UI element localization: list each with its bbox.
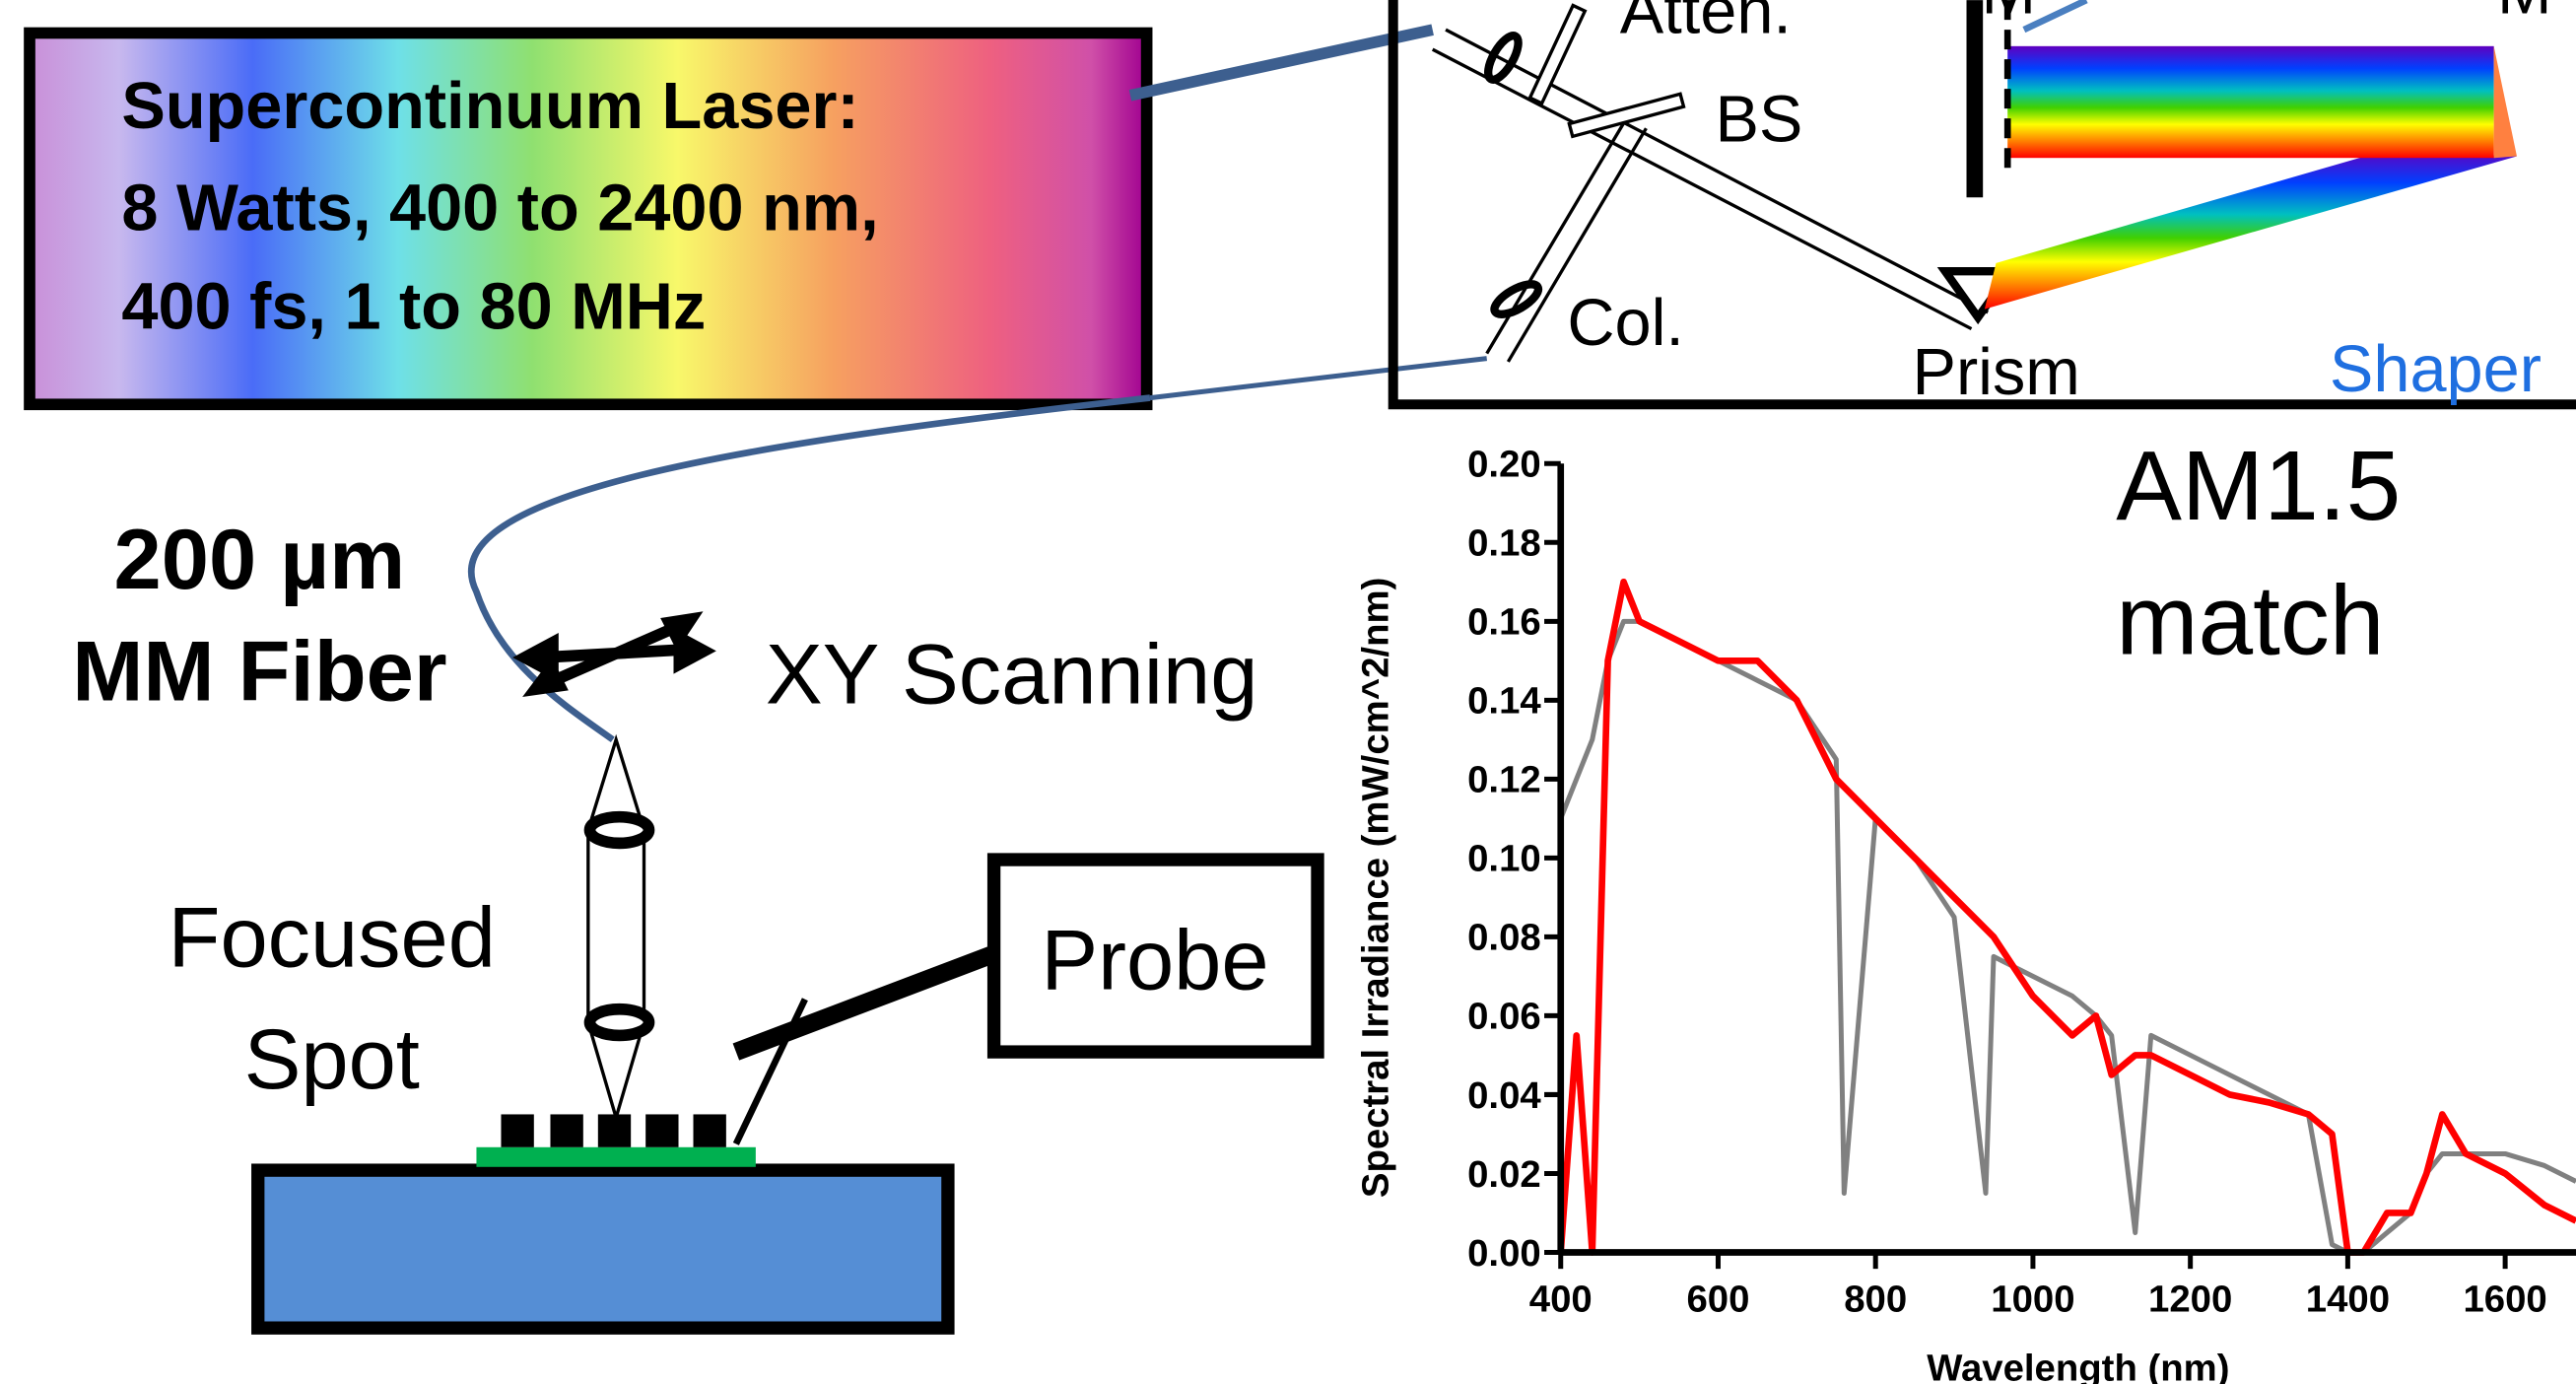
- y-tick-label: 0.14: [1467, 680, 1541, 723]
- data-line: [1561, 621, 2576, 1252]
- beam-splitter: [1569, 94, 1683, 136]
- objective: [588, 739, 649, 1117]
- label: Atten.: [1620, 0, 1792, 47]
- x-tick-label: 1000: [1991, 1278, 2074, 1320]
- match-label: match: [2116, 566, 2384, 676]
- probe-tip: [736, 1000, 805, 1144]
- y-axis-label: Spectral Irradiance (mW/cm^2/nm): [1355, 578, 1397, 1198]
- plot: 0.00 0.02 0.04 0.06 0.08 0.10 0.12 0.14 0.16 0.18…: [1467, 444, 2576, 1321]
- label: M: [2497, 0, 2552, 28]
- x-tick-label: 1200: [2148, 1278, 2232, 1320]
- y-tick-label: 0.10: [1467, 838, 1541, 880]
- sample: [476, 1147, 755, 1167]
- y-tick-label: 0.06: [1467, 996, 1541, 1038]
- y-tick-label: 0.02: [1467, 1153, 1541, 1196]
- page: Supercontinuum Laser: 8 Watts, 400 to 24…: [0, 0, 2576, 1384]
- fiber-label: 200 µm: [114, 513, 406, 607]
- scanning-label: XY Scanning: [766, 628, 1258, 723]
- y-tick-label: 0.04: [1467, 1074, 1541, 1117]
- spectrum: [1985, 152, 2517, 310]
- laser-text: 400 fs, 1 to 80 MHz: [121, 271, 706, 344]
- x-tick-label: 800: [1844, 1278, 1907, 1320]
- y-tick-label: 0.18: [1467, 522, 1541, 565]
- y-tick-label: 0.08: [1467, 917, 1541, 959]
- x-axis-label: Wavelength (nm): [1927, 1348, 2229, 1384]
- mirror: [2494, 46, 2517, 158]
- spot-label: Spot: [244, 1012, 420, 1107]
- label: BS: [1715, 84, 1802, 157]
- label: Prism: [1912, 336, 2079, 409]
- laser-text: Supercontinuum Laser:: [121, 70, 858, 143]
- fiber: [1150, 359, 1487, 398]
- match-label: AM1.5: [2116, 431, 2401, 541]
- stage: [258, 1170, 948, 1328]
- label: Shaper: [2330, 333, 2542, 406]
- y-tick-label: 0.16: [1467, 601, 1541, 644]
- label: M: [1982, 0, 2037, 28]
- probe-label: Probe: [1041, 914, 1268, 1008]
- y-tick-label: 0.00: [1467, 1232, 1541, 1275]
- lens: [1482, 32, 1524, 84]
- scan-arrows: [512, 611, 716, 697]
- spot-label: Focused: [169, 890, 496, 985]
- fiber: [1130, 30, 1433, 96]
- laser-text: 8 Watts, 400 to 2400 nm,: [121, 173, 878, 245]
- x-tick-label: 1400: [2306, 1278, 2390, 1320]
- fiber-label: MM Fiber: [72, 624, 446, 719]
- probe-arm: [736, 953, 995, 1052]
- spectrum: [2007, 46, 2493, 158]
- contacts: [501, 1114, 725, 1146]
- x-tick-label: 1600: [2463, 1278, 2546, 1320]
- data-line: [1561, 582, 2576, 1252]
- y-tick-label: 0.20: [1467, 444, 1541, 486]
- x-tick-label: 400: [1529, 1278, 1593, 1320]
- x-tick-label: 600: [1686, 1278, 1749, 1320]
- y-tick-label: 0.12: [1467, 759, 1541, 801]
- label: Col.: [1567, 287, 1684, 360]
- figure: Supercontinuum Laser: 8 Watts, 400 to 24…: [0, 0, 2576, 1384]
